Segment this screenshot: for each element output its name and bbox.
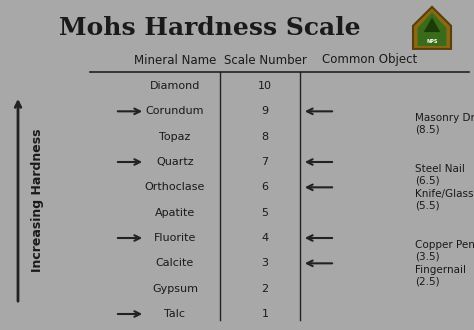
Text: Talc: Talc (164, 309, 185, 319)
Text: Corundum: Corundum (146, 106, 204, 116)
Text: Increasing Hardness: Increasing Hardness (31, 128, 45, 272)
Text: NPS: NPS (426, 39, 438, 44)
Text: Fingernail
(2.5): Fingernail (2.5) (415, 265, 466, 287)
Text: 4: 4 (262, 233, 269, 243)
Text: 5: 5 (262, 208, 268, 218)
Text: Quartz: Quartz (156, 157, 194, 167)
Text: Mohs Hardness Scale: Mohs Hardness Scale (59, 16, 361, 40)
Text: Topaz: Topaz (159, 132, 191, 142)
Polygon shape (418, 12, 447, 46)
Text: 2: 2 (262, 284, 269, 294)
Text: Mineral Name: Mineral Name (134, 53, 216, 67)
Text: Scale Number: Scale Number (224, 53, 306, 67)
Text: 7: 7 (262, 157, 269, 167)
Text: 9: 9 (262, 106, 269, 116)
Text: Copper Penny
(3.5): Copper Penny (3.5) (415, 240, 474, 261)
Text: Diamond: Diamond (150, 81, 200, 91)
Polygon shape (413, 7, 451, 49)
Text: Fluorite: Fluorite (154, 233, 196, 243)
Text: Calcite: Calcite (156, 258, 194, 268)
Text: Gypsum: Gypsum (152, 284, 198, 294)
Text: 10: 10 (258, 81, 272, 91)
Text: 3: 3 (262, 258, 268, 268)
Text: 6: 6 (262, 182, 268, 192)
Text: Orthoclase: Orthoclase (145, 182, 205, 192)
Text: 1: 1 (262, 309, 268, 319)
Text: Apatite: Apatite (155, 208, 195, 218)
Text: Steel Nail
(6.5): Steel Nail (6.5) (415, 164, 465, 185)
Polygon shape (424, 17, 440, 32)
Text: Knife/Glass Plate
(5.5): Knife/Glass Plate (5.5) (415, 189, 474, 211)
Text: Masonry Drill Bit
(8.5): Masonry Drill Bit (8.5) (415, 113, 474, 135)
Text: 8: 8 (262, 132, 269, 142)
Text: Common Object: Common Object (322, 53, 418, 67)
